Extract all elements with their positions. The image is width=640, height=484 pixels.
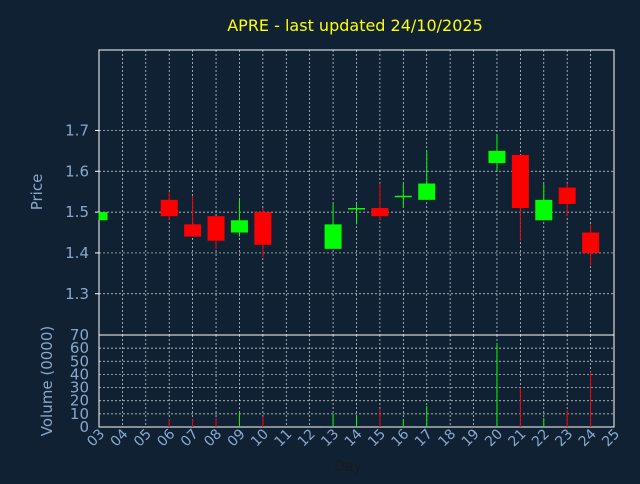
candle-body: [418, 183, 436, 200]
candle: [160, 191, 178, 221]
candle: [394, 183, 412, 209]
candle-body: [99, 212, 108, 221]
volume-tick-label: 20: [70, 392, 89, 410]
candle: [418, 150, 436, 200]
candle: [371, 183, 389, 221]
x-tick-label: 09: [225, 426, 249, 450]
candle-body: [160, 199, 178, 217]
x-tick-labels: 03 04 05 06 07 08 09 10 11 12 13 14 15 16 17 18 19 20 21 22…: [84, 426, 623, 450]
x-tick-label: 22: [529, 426, 553, 450]
candle: [98, 212, 108, 221]
volume-tick-label: 40: [70, 365, 89, 383]
volume-tick-label: 70: [70, 326, 89, 344]
candle: [511, 154, 529, 241]
price-tick-label: 1.7: [65, 121, 89, 139]
candle: [582, 224, 600, 266]
x-tick-label: 04: [108, 426, 132, 450]
candle-body: [582, 232, 600, 253]
candle-body: [230, 220, 248, 233]
price-tick-label: 1.5: [65, 203, 89, 221]
volume-tick-label: 50: [70, 352, 89, 370]
candle-body: [207, 216, 225, 241]
price-panel-frame: [98, 49, 615, 336]
x-tick-label: 16: [389, 426, 413, 450]
x-tick-label: 20: [482, 426, 506, 450]
candle: [488, 134, 506, 172]
x-tick-label: 18: [435, 426, 459, 450]
x-tick-label: 11: [271, 426, 295, 450]
volume-tick-label: 10: [70, 405, 89, 423]
candle: [558, 183, 576, 217]
candle: [207, 216, 225, 249]
candle-body: [254, 212, 272, 245]
candle: [184, 195, 202, 237]
x-tick-label: 10: [248, 426, 272, 450]
candle: [324, 203, 342, 249]
candle-body: [371, 208, 389, 217]
volume-tick-label: 60: [70, 339, 89, 357]
price-axis-label: Price: [28, 174, 46, 211]
volume-tick-label: 30: [70, 379, 89, 397]
x-tick-label: 13: [318, 426, 342, 450]
candle-body: [324, 224, 342, 249]
x-tick-label: 12: [295, 426, 319, 450]
volume-tick-label: 0: [79, 418, 89, 436]
x-tick-label: 07: [178, 426, 202, 450]
candle: [254, 208, 272, 258]
volume-axis-label: Volume (0000): [38, 326, 56, 436]
candle-body: [558, 187, 576, 204]
x-tick-label: 05: [131, 426, 155, 450]
candle: [535, 183, 553, 221]
x-axis-label: Day: [334, 459, 362, 475]
candle-body: [184, 224, 202, 237]
candle-body: [535, 199, 553, 221]
candle: [230, 199, 248, 237]
candle-body: [394, 195, 412, 198]
candle: [348, 203, 365, 225]
x-tick-label: 25: [599, 426, 623, 450]
candle-body: [488, 150, 506, 164]
x-tick-label: 21: [506, 426, 530, 450]
x-tick-label: 06: [154, 426, 178, 450]
x-tick-label: 23: [552, 426, 576, 450]
x-tick-label: 08: [201, 426, 225, 450]
price-tick-label: 1.4: [65, 244, 89, 262]
candle-body: [511, 154, 529, 209]
x-tick-label: 24: [576, 426, 600, 450]
x-tick-label: 15: [365, 426, 389, 450]
price-panel: 1.3 1.4 1.5 1.6 1.7: [65, 49, 615, 336]
x-tick-label: 14: [342, 426, 366, 450]
price-tick-label: 1.3: [65, 285, 89, 303]
candle-body: [348, 208, 365, 210]
chart-title: APRE - last updated 24/10/2025: [227, 16, 483, 35]
x-tick-label: 17: [412, 426, 436, 450]
price-tick-label: 1.6: [65, 162, 89, 180]
x-tick-label: 19: [459, 426, 483, 450]
